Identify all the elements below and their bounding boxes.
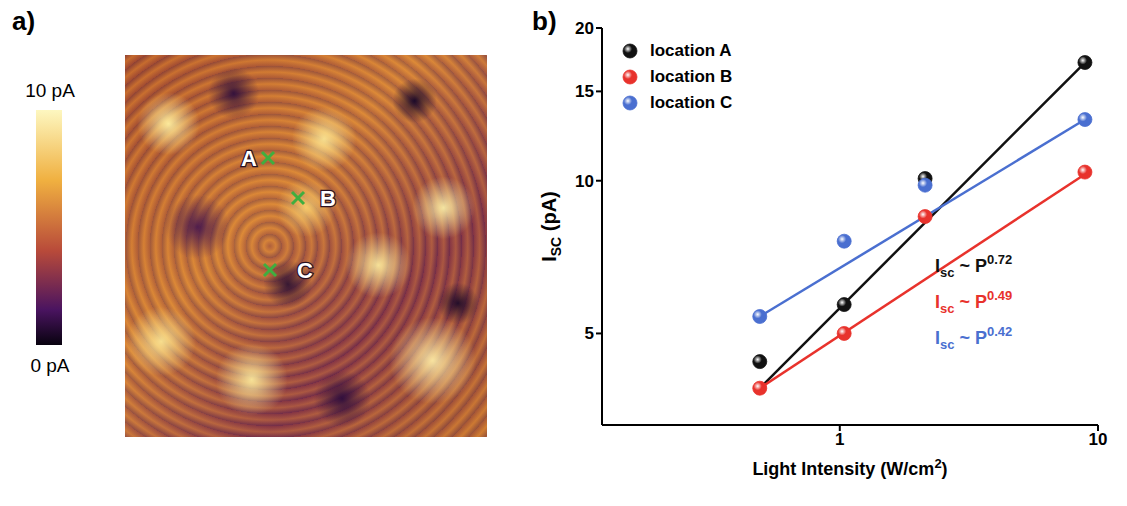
svg-text:B: B (320, 186, 336, 211)
svg-text:10: 10 (1089, 430, 1108, 449)
svg-text:20: 20 (575, 19, 594, 38)
svg-text:Isc ~ P0.72: Isc ~ P0.72 (935, 252, 1012, 280)
svg-text:15: 15 (575, 82, 594, 101)
svg-text:Isc ~ P0.42: Isc ~ P0.42 (935, 324, 1012, 352)
svg-text:10: 10 (575, 172, 594, 191)
html-text:0 pA: 0 pA (30, 355, 70, 376)
svg-text:A: A (241, 146, 257, 171)
svg-text:Light Intensity (W/cm2): Light Intensity (W/cm2) (752, 456, 947, 479)
html-text:location B: location B (650, 67, 733, 86)
html-text:b): b) (532, 6, 557, 36)
html-text:location A: location A (650, 41, 732, 60)
svg-text:Isc ~ P0.49: Isc ~ P0.49 (935, 288, 1012, 316)
svg-text:C: C (297, 258, 313, 283)
html-text:a): a) (12, 6, 36, 36)
svg-text:ISC (pA): ISC (pA) (538, 191, 564, 262)
svg-text:1: 1 (835, 430, 844, 449)
html-text:location C: location C (650, 93, 733, 112)
svg-text:5: 5 (585, 324, 594, 343)
html-text:10 pA: 10 pA (25, 80, 75, 101)
